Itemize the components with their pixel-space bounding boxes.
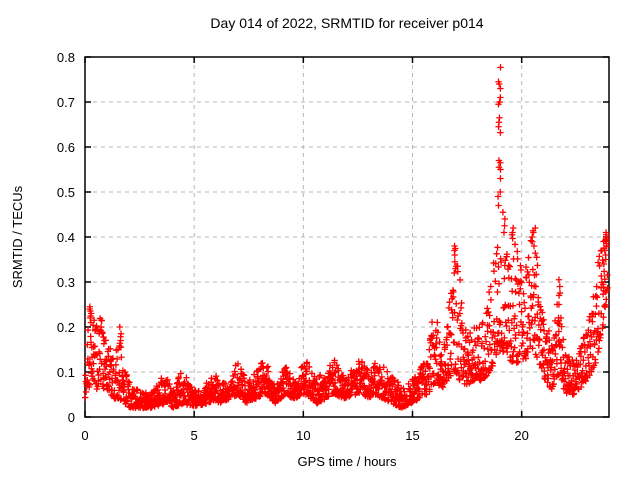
y-tick-label: 0.6 bbox=[56, 140, 75, 155]
y-axis-label: SRMTID / TECUs bbox=[10, 185, 25, 289]
x-tick-label: 20 bbox=[514, 428, 529, 443]
x-tick-label: 10 bbox=[296, 428, 311, 443]
chart-title: Day 014 of 2022, SRMTID for receiver p01… bbox=[210, 15, 484, 31]
x-tick-label: 0 bbox=[81, 428, 89, 443]
y-tick-label: 0.7 bbox=[56, 95, 75, 110]
y-tick-label: 0.2 bbox=[56, 320, 75, 335]
x-tick-label: 15 bbox=[405, 428, 420, 443]
x-tick-label: 5 bbox=[190, 428, 198, 443]
y-tick-label: 0.4 bbox=[56, 230, 75, 245]
y-tick-label: 0.3 bbox=[56, 275, 75, 290]
y-tick-label: 0.8 bbox=[56, 50, 75, 65]
y-tick-label: 0 bbox=[67, 410, 75, 425]
x-axis-label: GPS time / hours bbox=[297, 454, 397, 469]
y-tick-label: 0.5 bbox=[56, 185, 75, 200]
y-tick-label: 0.1 bbox=[56, 365, 75, 380]
